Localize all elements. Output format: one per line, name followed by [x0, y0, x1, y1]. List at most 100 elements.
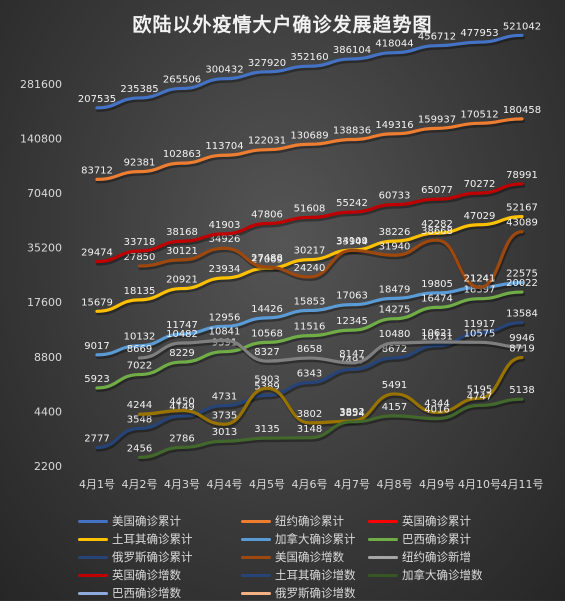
series-line [137, 397, 524, 459]
data-label: 18479 [379, 284, 411, 295]
data-label: 102863 [163, 149, 201, 160]
y-tick-label: 140800 [20, 132, 62, 145]
data-label: 7497 [339, 355, 364, 366]
series-line-shadow [96, 35, 525, 112]
data-label: 352160 [290, 52, 328, 63]
data-label: 17063 [336, 291, 368, 302]
legend-swatch [78, 537, 108, 541]
data-label: 235385 [120, 84, 158, 95]
data-label: 4016 [424, 405, 449, 416]
chart-title: 欧陆以外疫情大户确诊发展趋势图 [132, 14, 433, 36]
legend-swatch [241, 591, 271, 595]
data-label: 33944 [336, 236, 368, 247]
data-label: 27488 [251, 253, 283, 264]
data-label: 4450 [169, 397, 194, 408]
data-label: 83712 [81, 165, 113, 176]
data-label: 78991 [506, 170, 538, 181]
legend-swatch [241, 573, 271, 577]
legend-item: 美国确诊增数 [241, 549, 344, 565]
data-label: 7022 [127, 361, 152, 372]
data-label: 5491 [382, 380, 407, 391]
legend-swatch [78, 555, 108, 559]
data-label: 10841 [209, 326, 241, 337]
legend-swatch [78, 573, 108, 577]
data-label: 8669 [127, 344, 152, 355]
data-label: 92381 [124, 158, 156, 169]
legend-label: 英国确诊累计 [402, 514, 471, 528]
data-label: 29474 [81, 248, 113, 259]
legend-label: 加拿大确诊增数 [402, 568, 483, 582]
data-label: 41903 [209, 220, 241, 231]
legend-item: 土耳其确诊增数 [241, 567, 356, 583]
series-line [95, 182, 524, 264]
series-line-shadow [96, 216, 525, 316]
data-label: 3802 [297, 409, 322, 420]
series-line [95, 33, 524, 110]
data-label: 8658 [297, 344, 322, 355]
series-line-shadow [96, 118, 525, 184]
data-label: 265506 [163, 74, 201, 85]
data-label: 3148 [297, 424, 322, 435]
legend-label: 纽约确诊新增 [402, 550, 471, 564]
data-label: 418044 [375, 39, 413, 50]
data-label: 34926 [209, 234, 241, 245]
data-label: 15853 [294, 296, 326, 307]
data-label: 38168 [166, 227, 198, 238]
x-tick-label: 4月1号 [79, 478, 115, 491]
y-tick-label: 35200 [27, 242, 62, 255]
data-label: 9946 [509, 333, 534, 344]
data-label: 386104 [333, 45, 371, 56]
series-line [137, 338, 524, 365]
legend-label: 土耳其确诊增数 [275, 568, 356, 582]
series-4: 9017 10132 11747 12956 14426 15853 17063 18479 1… [84, 269, 538, 359]
series-10: 4244 4450 3735 5903 3802 3892 5491 4344 5195 8719 [127, 344, 535, 429]
series-line [95, 117, 524, 181]
series-9: 29474 33718 38168 41903 47806 51608 55242 60733… [81, 170, 538, 266]
data-label: 5195 [467, 384, 492, 395]
legend-item: 英国确诊累计 [368, 513, 471, 529]
data-label: 14275 [379, 305, 411, 316]
x-tick-label: 4月8号 [377, 478, 413, 491]
series-line [95, 290, 524, 390]
data-label: 10575 [464, 328, 496, 339]
series-line [95, 280, 524, 357]
y-tick-label: 4400 [34, 405, 62, 418]
data-label: 3735 [212, 410, 237, 421]
data-label: 8327 [254, 347, 279, 358]
x-tick-label: 4月3号 [164, 478, 200, 491]
legend-swatch [78, 591, 108, 595]
data-label: 521042 [503, 21, 541, 32]
data-label: 18397 [464, 285, 496, 296]
x-tick-label: 4月9号 [419, 478, 455, 491]
data-label: 11917 [464, 319, 496, 330]
legend-swatch [78, 519, 108, 523]
data-label: 11747 [166, 320, 198, 331]
data-label: 70272 [464, 179, 496, 190]
data-label: 21241 [464, 273, 496, 284]
data-label: 51608 [294, 203, 326, 214]
x-tick-label: 4月5号 [249, 478, 285, 491]
data-label: 38668 [421, 226, 453, 237]
x-tick-label: 4月7号 [334, 478, 370, 491]
data-label: 12956 [209, 312, 241, 323]
data-label: 47029 [464, 211, 496, 222]
data-label: 65077 [421, 185, 453, 196]
legend-label: 美国确诊累计 [112, 514, 181, 528]
series-line-shadow [138, 340, 525, 367]
series-3: 15679 18135 20921 23934 27069 30217 34109 38226… [81, 203, 538, 316]
legend-label: 纽约确诊累计 [275, 514, 344, 528]
data-label: 327920 [248, 58, 286, 69]
data-label: 18135 [124, 286, 156, 297]
series-line-shadow [138, 399, 525, 462]
data-label: 10132 [124, 332, 156, 343]
data-label: 52167 [506, 203, 538, 214]
series-line [137, 355, 524, 426]
y-tick-label: 70400 [27, 187, 62, 200]
legend-swatch [241, 537, 271, 541]
data-label: 24240 [294, 263, 326, 274]
legend-item: 英国确诊增数 [78, 567, 181, 583]
data-label: 10482 [166, 329, 198, 340]
legend-label: 美国确诊增数 [275, 550, 344, 564]
data-label: 27069 [251, 254, 283, 265]
